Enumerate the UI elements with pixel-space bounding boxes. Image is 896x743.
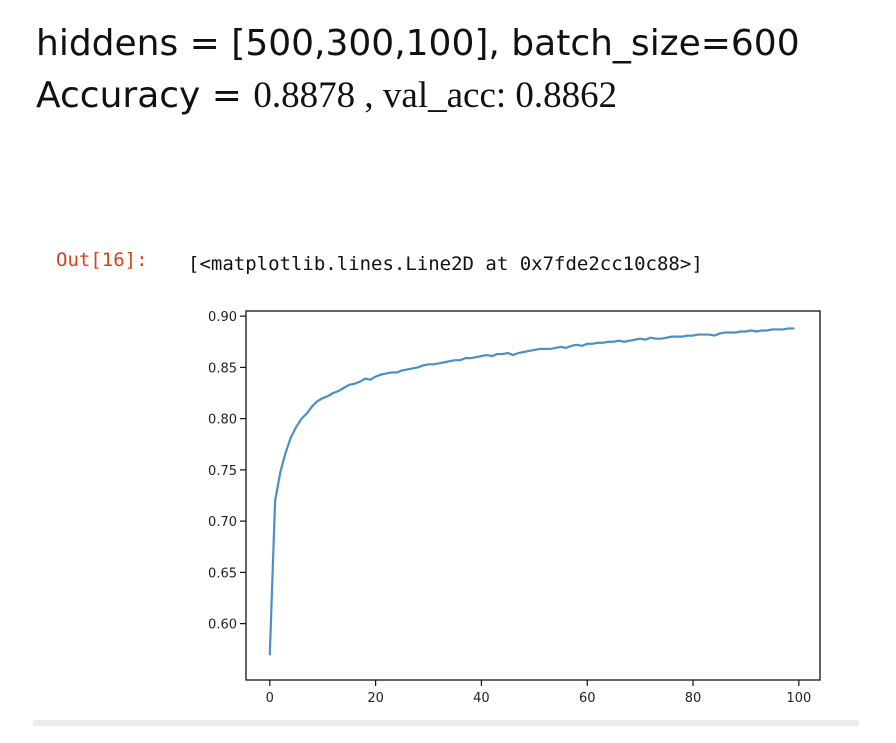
y-tick-label: 0.65 [208, 566, 237, 581]
chart-plot-area: 0.60 0.65 0.70 0.75 0.80 0.85 0.90 0 20 40 60 80 100 [208, 310, 821, 706]
x-tick-label: 40 [473, 691, 490, 706]
y-tick-label: 0.90 [208, 310, 237, 325]
x-tick-label: 0 [266, 691, 274, 706]
plot-frame [245, 310, 821, 681]
accuracy-label: Accuracy = [36, 75, 254, 116]
x-tick-label: 60 [579, 691, 596, 706]
y-tick-label: 0.75 [208, 464, 237, 479]
y-tick-label: 0.70 [208, 515, 237, 530]
hyperparameter-heading: hiddens = [500,300,100], batch_size=600 [36, 23, 800, 64]
output-text: [<matplotlib.lines.Line2D at 0x7fde2cc10… [188, 253, 703, 275]
x-tick-label: 100 [786, 691, 811, 706]
output-prompt: Out[16]: [56, 249, 148, 271]
accuracy-values: 0.8878 , val_acc: 0.8862 [253, 75, 618, 116]
accuracy-heading: Accuracy = 0.8878 , val_acc: 0.8862 [36, 72, 617, 127]
y-tick-label: 0.80 [208, 413, 237, 428]
series-line [268, 327, 795, 656]
y-tick-label: 0.85 [208, 361, 237, 376]
cell-bottom-border [33, 720, 859, 726]
x-tick-label: 20 [367, 691, 384, 706]
y-tick-label: 0.60 [208, 618, 237, 633]
x-tick-label: 80 [685, 691, 702, 706]
